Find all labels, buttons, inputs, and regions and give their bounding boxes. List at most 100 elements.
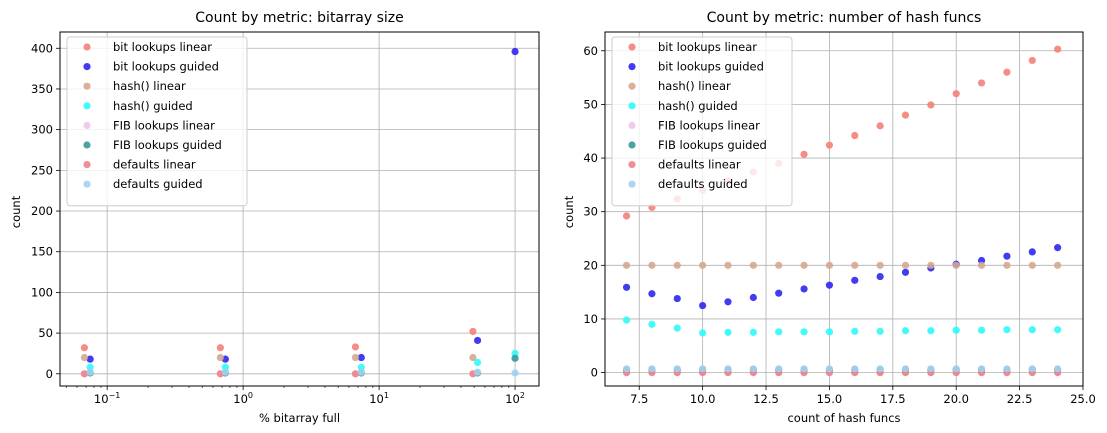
point-hash-guided <box>775 328 783 336</box>
legend-label: defaults guided <box>113 177 203 191</box>
chart-hash-funcs: Count by metric: number of hash funcs co… <box>562 10 1096 425</box>
x-tick-label: 20.0 <box>943 392 969 406</box>
point-hash-linear <box>1003 261 1011 269</box>
point-hash-linear <box>800 261 808 269</box>
legend-marker <box>628 102 636 110</box>
point-hash-guided <box>622 316 631 324</box>
point-defaults-guided <box>221 368 229 376</box>
point-hash-guided <box>851 327 859 335</box>
legend-marker <box>83 121 91 129</box>
x-tick-label: 22.5 <box>1007 392 1033 406</box>
axis-ticks: 10−1 100 101 102 0 50 100 150 200 250 300 350 400 <box>31 41 525 406</box>
point-hash-linear <box>724 261 732 269</box>
legend-label: defaults linear <box>113 158 196 172</box>
point-hash-guided <box>876 327 884 335</box>
point-hash-guided <box>1054 326 1062 334</box>
point-hash-guided <box>977 326 986 334</box>
point-defaults-guided <box>1054 365 1062 373</box>
point-hash-linear <box>977 261 986 269</box>
point-hash-linear <box>469 353 477 362</box>
x-tick-label: 100 <box>233 391 253 406</box>
point-hash-guided <box>724 328 732 336</box>
legend-label: bit lookups linear <box>658 40 757 54</box>
point-bit-lookups-guided <box>775 289 783 297</box>
legend-label: FIB lookups guided <box>658 138 767 152</box>
point-bit-lookups-guided <box>724 298 732 306</box>
point-bit-lookups-guided <box>699 301 707 310</box>
point-bit-lookups-guided <box>800 285 808 293</box>
chart-title: Count by metric: bitarray size <box>195 10 403 26</box>
y-axis-label: count <box>9 195 23 228</box>
point-defaults-guided <box>825 365 834 373</box>
legend: bit lookups linear bit lookups guided hash… <box>66 36 248 207</box>
y-tick-label: 60 <box>583 44 598 58</box>
legend-label: bit lookups guided <box>113 60 219 74</box>
point-bit-lookups-linear <box>800 150 808 158</box>
point-hash-linear <box>648 261 656 269</box>
legend-marker <box>83 161 91 169</box>
point-hash-guided <box>901 327 910 335</box>
point-defaults-guided <box>511 369 519 377</box>
legend-label: bit lookups guided <box>658 60 764 74</box>
y-tick-label: 0 <box>591 366 598 380</box>
plot-frame <box>59 31 540 387</box>
point-hash-guided <box>749 328 757 336</box>
y-tick-label: 40 <box>583 151 598 165</box>
point-hash-linear <box>1054 261 1062 269</box>
point-defaults-guided <box>1003 365 1011 373</box>
point-bit-lookups-linear <box>1028 56 1036 65</box>
legend-label: hash() linear <box>658 79 731 93</box>
legend-marker <box>83 102 91 110</box>
point-defaults-guided <box>1028 365 1036 373</box>
point-bit-lookups-guided <box>673 294 681 303</box>
legend-marker <box>628 82 636 90</box>
legend-marker <box>83 180 91 188</box>
point-hash-guided <box>473 358 482 366</box>
point-bit-lookups-guided <box>1003 252 1011 260</box>
point-hash-linear <box>901 261 910 269</box>
y-tick-label: 250 <box>31 163 53 177</box>
point-bit-lookups-guided <box>86 355 94 363</box>
point-hash-linear <box>749 261 757 269</box>
x-tick-label: 10.0 <box>690 392 716 406</box>
point-bit-lookups-linear <box>351 343 360 351</box>
legend-label: hash() guided <box>113 99 193 113</box>
legend-label: hash() linear <box>113 79 186 93</box>
y-tick-label: 20 <box>583 258 598 272</box>
y-tick-label: 300 <box>31 123 53 137</box>
point-bit-lookups-guided <box>1028 248 1036 256</box>
point-hash-guided <box>1003 326 1011 334</box>
y-tick-label: 350 <box>31 82 53 96</box>
point-hash-linear <box>876 261 884 269</box>
point-bit-lookups-guided <box>825 281 834 289</box>
y-tick-label: 150 <box>31 245 53 259</box>
point-fib-lookups-guided <box>511 354 519 362</box>
point-hash-guided <box>825 328 834 336</box>
legend-box <box>66 36 248 207</box>
legend-label: FIB lookups linear <box>658 118 760 132</box>
point-bit-lookups-linear <box>469 327 477 336</box>
x-tick-label: 17.5 <box>880 392 906 406</box>
point-bit-lookups-linear <box>622 212 631 220</box>
point-hash-linear <box>673 261 681 269</box>
x-tick-label: 12.5 <box>753 392 779 406</box>
legend-marker <box>628 141 636 149</box>
point-defaults-guided <box>775 365 783 373</box>
chart-bitarray-size: Count by metric: bitarray size % bitarra… <box>9 10 540 425</box>
point-bit-lookups-linear <box>927 101 935 109</box>
point-defaults-guided <box>622 365 631 373</box>
point-bit-lookups-guided <box>473 336 482 345</box>
legend-marker <box>628 43 636 51</box>
legend-marker <box>83 82 91 90</box>
point-hash-linear <box>351 353 360 362</box>
y-axis-label: count <box>562 195 576 228</box>
legend-label: bit lookups linear <box>113 40 212 54</box>
legend-marker <box>83 63 91 71</box>
x-tick-label: 7.5 <box>630 392 648 406</box>
point-bit-lookups-linear <box>80 344 88 352</box>
point-bit-lookups-guided <box>511 47 519 56</box>
point-defaults-linear <box>80 370 88 378</box>
point-defaults-guided <box>977 365 986 373</box>
